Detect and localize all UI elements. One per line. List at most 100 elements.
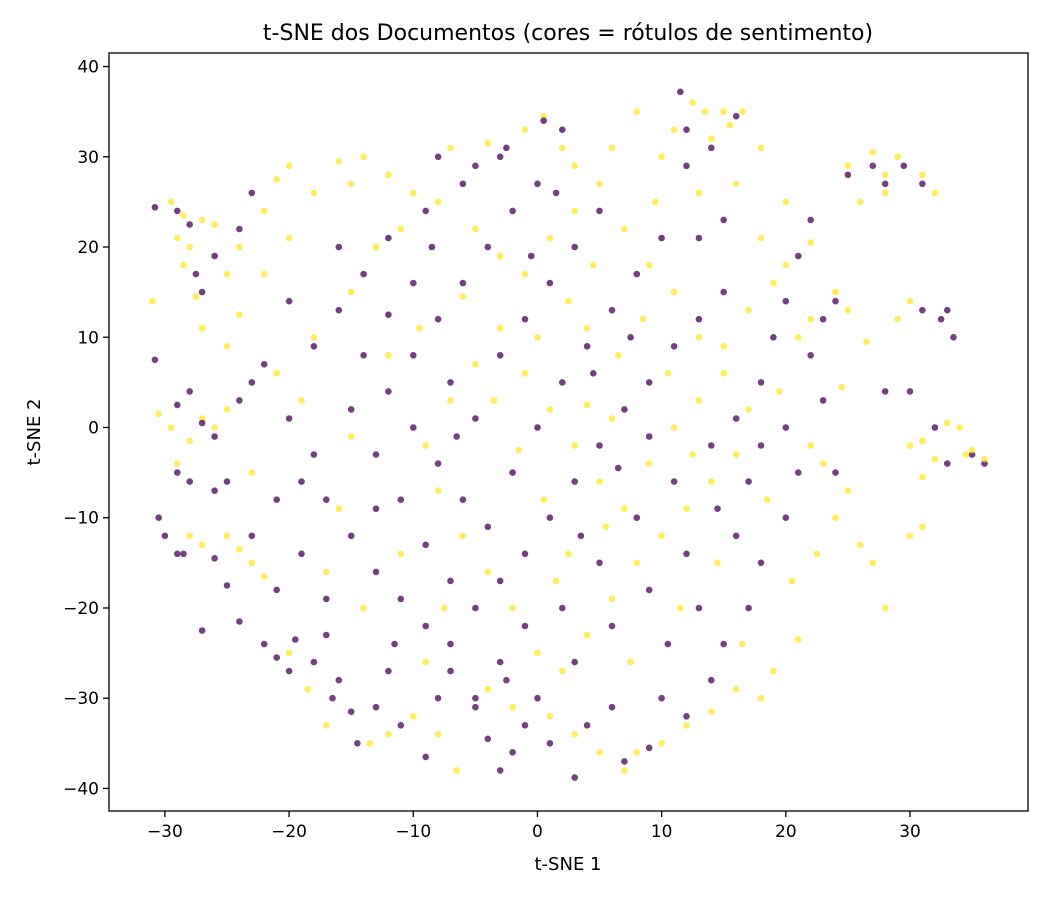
data-point-label-1 — [509, 703, 516, 711]
data-point-label-0 — [968, 451, 976, 458]
data-point-label-1 — [459, 532, 467, 540]
data-point-label-1 — [695, 334, 703, 341]
data-point-label-0 — [298, 478, 305, 485]
data-point-label-0 — [944, 306, 951, 314]
data-point-label-1 — [819, 460, 827, 467]
data-point-label-1 — [981, 455, 988, 463]
data-point-label-0 — [484, 735, 492, 743]
data-point-label-1 — [881, 171, 889, 179]
data-point-label-1 — [596, 749, 603, 756]
data-point-label-0 — [782, 297, 790, 305]
data-point-label-1 — [720, 108, 727, 115]
data-point-label-0 — [298, 550, 305, 558]
data-point-label-0 — [360, 352, 367, 359]
data-point-label-0 — [937, 315, 945, 323]
data-point-label-0 — [260, 361, 268, 368]
data-point-label-1 — [149, 297, 156, 305]
data-point-label-0 — [732, 532, 740, 540]
x-tick-label: −10 — [395, 822, 431, 842]
data-point-label-0 — [472, 415, 479, 422]
data-point-label-1 — [857, 198, 864, 206]
data-point-label-0 — [285, 415, 293, 422]
data-point-label-0 — [571, 243, 578, 251]
data-point-label-0 — [795, 469, 802, 476]
data-point-label-0 — [521, 622, 529, 630]
data-point-label-0 — [155, 514, 162, 521]
data-point-label-0 — [174, 550, 181, 558]
data-point-label-1 — [546, 406, 554, 413]
data-point-label-1 — [844, 162, 852, 170]
y-tick-label: 10 — [77, 328, 99, 348]
data-point-label-0 — [434, 315, 442, 323]
data-point-label-0 — [708, 442, 715, 449]
data-point-label-1 — [323, 722, 330, 729]
data-point-label-0 — [844, 171, 852, 179]
data-point-label-1 — [347, 180, 355, 188]
data-point-label-0 — [534, 424, 541, 431]
data-point-label-1 — [472, 361, 479, 368]
data-point-label-0 — [732, 112, 740, 120]
data-point-label-1 — [236, 546, 243, 553]
data-point-label-1 — [931, 189, 939, 197]
data-point-label-0 — [540, 117, 547, 124]
data-point-label-0 — [391, 640, 398, 648]
data-point-label-1 — [583, 631, 591, 639]
data-point-label-1 — [273, 370, 281, 377]
data-point-label-1 — [658, 740, 665, 747]
data-point-label-1 — [590, 261, 597, 269]
data-point-label-0 — [683, 126, 690, 133]
data-point-label-0 — [819, 315, 827, 323]
data-point-label-1 — [360, 604, 367, 612]
data-point-label-1 — [416, 324, 423, 332]
data-point-label-1 — [633, 559, 641, 567]
data-point-label-1 — [211, 424, 218, 431]
data-point-label-0 — [720, 216, 727, 224]
data-point-label-1 — [335, 505, 343, 512]
data-point-label-0 — [484, 243, 492, 251]
data-point-label-1 — [434, 198, 442, 206]
data-point-label-1 — [310, 334, 318, 341]
data-point-label-1 — [689, 99, 696, 106]
data-point-label-1 — [453, 767, 461, 774]
data-point-label-0 — [360, 270, 367, 278]
data-point-label-0 — [174, 207, 181, 215]
data-point-label-0 — [503, 144, 510, 152]
data-point-label-1 — [565, 297, 572, 305]
data-point-label-0 — [385, 234, 392, 242]
data-point-label-1 — [906, 532, 914, 540]
data-point-label-0 — [944, 460, 951, 467]
data-point-label-1 — [832, 514, 839, 521]
data-point-label-0 — [273, 496, 281, 504]
data-point-label-1 — [732, 180, 740, 188]
data-point-label-1 — [596, 180, 603, 188]
data-point-label-0 — [708, 676, 715, 684]
data-point-label-1 — [652, 198, 659, 206]
data-point-label-1 — [521, 126, 529, 133]
data-point-label-0 — [645, 379, 653, 386]
data-point-label-0 — [757, 559, 765, 567]
data-point-label-0 — [174, 469, 181, 476]
data-point-label-1 — [186, 532, 193, 540]
data-point-label-1 — [397, 225, 405, 233]
data-point-label-1 — [776, 388, 783, 395]
data-point-label-1 — [167, 198, 175, 206]
data-point-label-0 — [906, 388, 914, 395]
data-point-label-0 — [347, 708, 355, 715]
y-tick-label: −30 — [63, 689, 99, 709]
data-point-label-0 — [596, 442, 603, 449]
data-point-label-1 — [658, 532, 665, 540]
data-point-label-0 — [658, 234, 665, 242]
data-point-label-1 — [434, 487, 442, 495]
data-point-label-0 — [521, 315, 529, 323]
data-point-label-1 — [832, 288, 839, 296]
data-point-label-0 — [577, 532, 585, 540]
data-point-label-0 — [385, 667, 392, 675]
data-point-label-0 — [509, 749, 516, 756]
data-point-label-1 — [385, 171, 392, 179]
data-point-label-1 — [782, 198, 790, 206]
data-point-label-0 — [422, 541, 430, 549]
data-point-label-1 — [881, 604, 889, 612]
data-point-label-1 — [484, 139, 492, 147]
data-point-label-1 — [708, 135, 715, 142]
data-point-label-0 — [285, 667, 293, 675]
